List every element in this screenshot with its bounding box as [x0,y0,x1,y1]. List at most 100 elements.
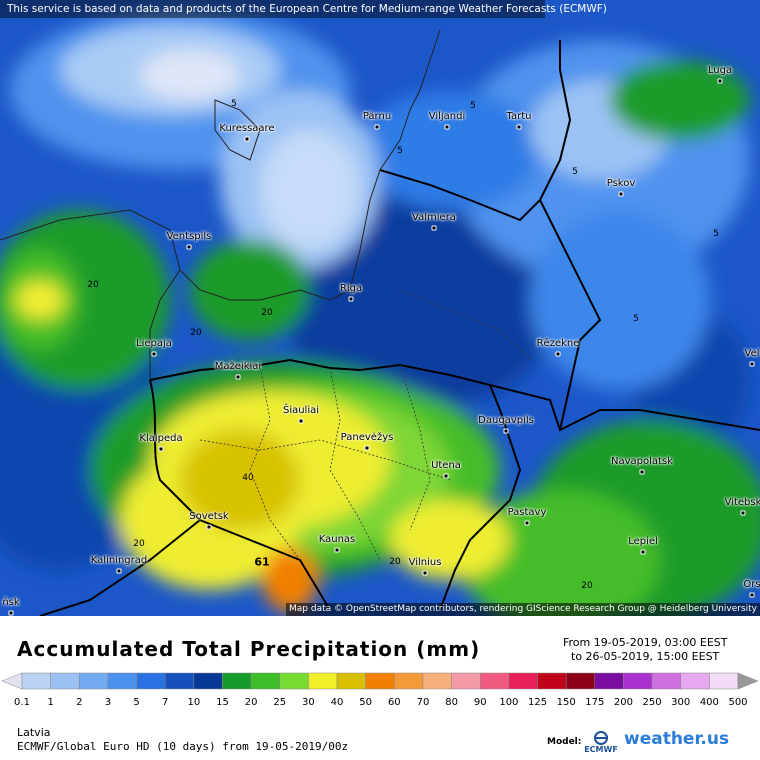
city-label-pastavy: Pastavy [507,507,547,518]
scale-cell [537,672,567,690]
scale-tick-label: 5 [133,697,140,708]
city-label-kaunas: Kaunas [318,534,356,545]
scale-tick-label: 1 [47,697,54,708]
contour-label: 61 [254,555,270,569]
city-marker-daugavpils[interactable] [503,428,509,434]
admin-borders [199,289,531,561]
scale-cell [107,672,137,690]
scale-cell [308,672,338,690]
scale-tick-label: 30 [302,697,315,708]
scale-tick-label: 40 [330,697,344,708]
city-label-viljandi: Viljandi [428,111,466,122]
scale-tick-label: 60 [387,697,401,708]
weather-us-logo[interactable]: weather.us [624,729,730,749]
scale-cell [623,672,653,690]
city-marker-sovetsk[interactable] [206,524,212,530]
city-label-ors: Ors [743,579,760,590]
city-marker-riga[interactable] [348,296,354,302]
ecmwf-logo: ECMWF [581,729,621,755]
city-marker-nsk[interactable] [8,610,14,616]
city-label-kaliningrad: Kaliningrad [90,555,148,566]
city-label-luga: Luga [707,65,733,76]
city-marker-utena[interactable] [443,473,449,479]
city-marker-panevezys[interactable] [364,445,370,451]
contour-label: 40 [242,473,254,483]
city-label-rezekne: Rēzekne [536,338,580,349]
city-label-lepiel: Lepiel [628,536,658,547]
banner-text: This service is based on data and produc… [7,3,607,15]
city-marker-vilnius[interactable] [422,570,428,576]
contour-label: 20 [581,581,593,591]
city-label-utena: Utena [431,460,461,471]
map-attribution[interactable]: Map data © OpenStreetMap contributors, r… [286,603,760,616]
city-marker-ventspils[interactable] [186,244,192,250]
scale-tick-label: 80 [445,697,458,708]
city-label-ventspils: Ventspils [166,231,212,242]
color-scale [1,672,759,690]
city-label-navapolatsk: Navapolatsk [611,456,673,467]
city-label-riga: Riga [339,283,363,294]
city-marker-valmiera[interactable] [431,225,437,231]
scale-tick-label: 15 [216,697,229,708]
scale-cell [136,672,166,690]
city-marker-mazeikiai[interactable] [235,374,241,380]
scale-cell [21,672,51,690]
contour-label: 20 [389,557,401,567]
city-marker-viljandi[interactable] [444,124,450,130]
city-label-kuressaare: Kuressaare [219,123,275,134]
scale-cell [479,672,510,690]
city-marker-liepaja[interactable] [151,351,157,357]
city-marker-luga[interactable] [717,78,723,84]
city-marker-klaipeda[interactable] [158,446,164,452]
contour-label: 5 [470,101,476,111]
scale-cell [422,672,452,690]
city-label-vilnius: Vilnius [408,557,442,568]
scale-tick-label: 10 [187,697,201,708]
valid-from-value: 19-05-2019, 03:00 EEST [593,636,728,649]
scale-tick-label: 400 [699,697,719,708]
city-marker-siauliai[interactable] [298,418,304,424]
city-marker-rezekne[interactable] [555,351,561,357]
city-marker-kaunas[interactable] [334,547,340,553]
ecmwf-banner: This service is based on data and produc… [0,0,760,20]
scale-arrow-low [1,672,23,690]
contour-label: 20 [133,539,145,549]
city-label-klaipeda: Klaipeda [139,433,183,444]
scale-tick-label: 200 [613,697,633,708]
city-marker-tartu[interactable] [516,124,522,130]
scale-cell [164,672,195,690]
scale-cell [279,672,309,690]
scale-cell [250,672,280,690]
city-label-pskov: Pskov [606,178,636,189]
color-scale-labels: 0.1 1 2 3 5 7 10 15 20 25 30 40 50 60 70 80 90 100 125 150 1… [0,697,760,711]
city-marker-lepiel[interactable] [640,549,646,555]
city-marker-kuressaare[interactable] [244,136,250,142]
city-label-panevezys: Panevėžys [340,432,394,443]
city-marker-ors[interactable] [749,592,755,598]
ecmwf-logo-icon [594,731,608,745]
city-label-parnu: Pärnu [362,111,392,122]
city-label-valmiera: Valmiera [412,212,456,223]
city-marker-vel[interactable] [749,361,755,367]
city-label-nsk: ńsk [2,597,20,608]
valid-to-label: to [571,650,583,663]
city-marker-pskov[interactable] [618,191,624,197]
city-marker-parnu[interactable] [374,124,380,130]
scale-cell [394,672,424,690]
region-name: Latvia [17,726,51,739]
city-label-liepaja: Liepaja [136,338,172,349]
scale-tick-label: 20 [244,697,258,708]
contour-label: 20 [87,280,99,290]
city-marker-pastavy[interactable] [524,520,530,526]
city-marker-vitebsk[interactable] [740,510,746,516]
city-marker-kaliningrad[interactable] [116,568,122,574]
scale-cell [193,672,223,690]
scale-tick-label: 2 [76,697,83,708]
scale-tick-label: 250 [642,697,662,708]
contour-label: 5 [713,229,719,239]
city-marker-navapolatsk[interactable] [639,469,645,475]
city-label-vitebsk: Vitebsk [724,497,760,508]
contour-label: 5 [397,146,403,156]
contour-label: 5 [231,99,237,109]
precipitation-map[interactable]: This service is based on data and produc… [0,0,760,616]
